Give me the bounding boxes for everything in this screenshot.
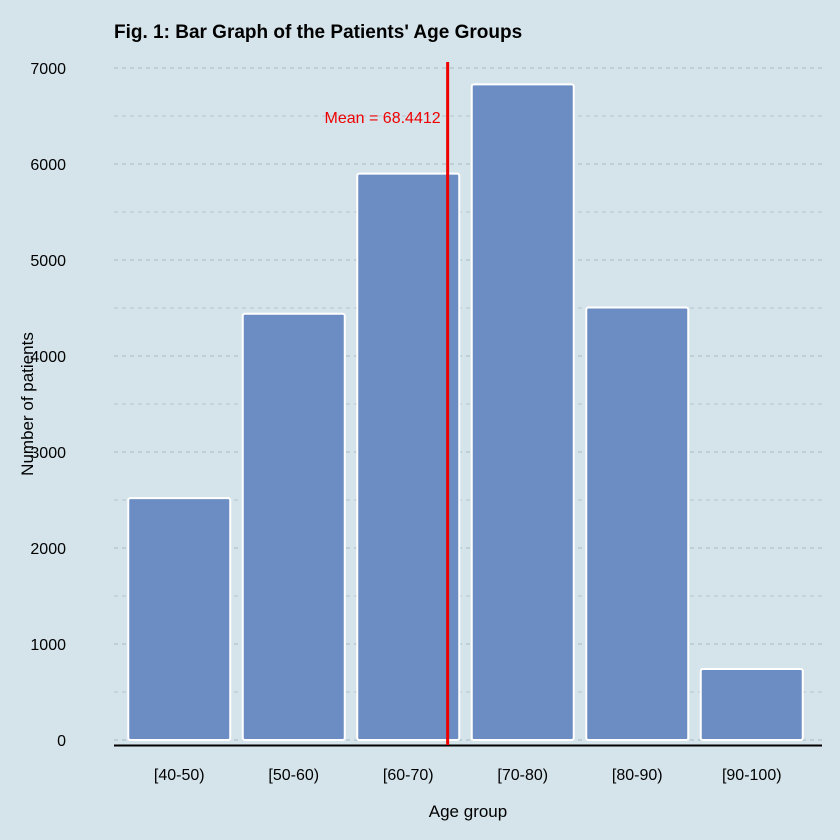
x-tick-label: [90-100) (722, 767, 782, 784)
y-tick-label: 3000 (30, 445, 66, 462)
y-tick-label: 6000 (30, 157, 66, 174)
y-tick-label: 4000 (30, 349, 66, 366)
x-tick-label: [60-70) (383, 767, 434, 784)
y-tick-label: 7000 (30, 61, 66, 78)
bar (470, 83, 575, 741)
bar (585, 306, 690, 741)
x-tick-label: [50-60) (268, 767, 319, 784)
y-axis-ticks: 0 1000 2000 3000 4000 5000 6000 7000 (30, 61, 66, 750)
chart-title: Fig. 1: Bar Graph of the Patients' Age G… (114, 22, 522, 43)
x-tick-label: [40-50) (154, 767, 205, 784)
x-tick-label: [80-90) (612, 767, 663, 784)
y-tick-label: 5000 (30, 253, 66, 270)
bar (356, 172, 461, 742)
mean-label: Mean = 68.4412 (325, 110, 441, 127)
y-axis-title: Number of patients (18, 332, 37, 476)
gridlines (114, 67, 822, 741)
bars (127, 83, 804, 742)
x-axis-title: Age group (429, 802, 507, 821)
bar (127, 497, 232, 741)
bar (699, 667, 804, 742)
y-tick-label: 0 (57, 733, 66, 750)
y-tick-label: 2000 (30, 541, 66, 558)
bar (241, 312, 346, 741)
y-tick-label: 1000 (30, 637, 66, 654)
x-axis-ticks: [40-50) [50-60) [60-70) [70-80) [80-90) [90-1… (154, 767, 782, 784)
x-tick-label: [70-80) (497, 767, 548, 784)
